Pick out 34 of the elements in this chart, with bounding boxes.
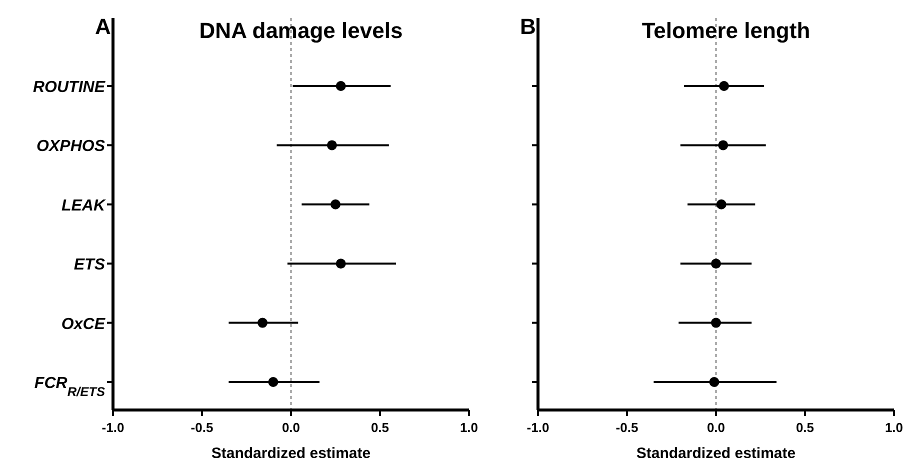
point [330,199,340,210]
x-tick-label: -0.5 [190,420,214,435]
chart-title: Telomere length [642,18,810,43]
point [716,199,726,210]
x-tick-label: 0.5 [796,420,814,435]
x-tick-label: -0.5 [616,420,638,435]
y-tick-label: OxCE [61,316,106,333]
x-tick-label: -1.0 [526,420,550,435]
y-tick-label: LEAK [61,197,106,214]
y-tick-label: ROUTINE [33,79,106,96]
point [336,81,346,91]
x-axis-title: Standardized estimate [211,445,371,461]
x-tick-label: -1.0 [102,420,124,435]
point [258,318,268,328]
point [711,258,721,269]
point [336,258,346,269]
point [719,81,730,91]
x-tick-label: 1.0 [460,420,478,435]
x-tick-label: 1.0 [884,420,904,435]
y-tick-label: ETS [74,256,106,274]
point [718,140,728,150]
point [711,318,721,328]
text: A [95,14,112,39]
point [268,377,278,387]
text: B [520,14,536,39]
chart-title: DNA damage levels [199,18,403,43]
x-tick-label: 0.0 [282,420,300,435]
x-axis-title: Standardized estimate [636,445,796,461]
x-tick-label: 0.5 [370,420,390,435]
point [326,140,337,150]
x-tick-label: 0.0 [706,420,726,435]
y-tick-label: OXPHOS [36,138,106,156]
point [709,377,720,387]
y-tick-label: FCR$_{R/ETS}$ [34,375,106,398]
